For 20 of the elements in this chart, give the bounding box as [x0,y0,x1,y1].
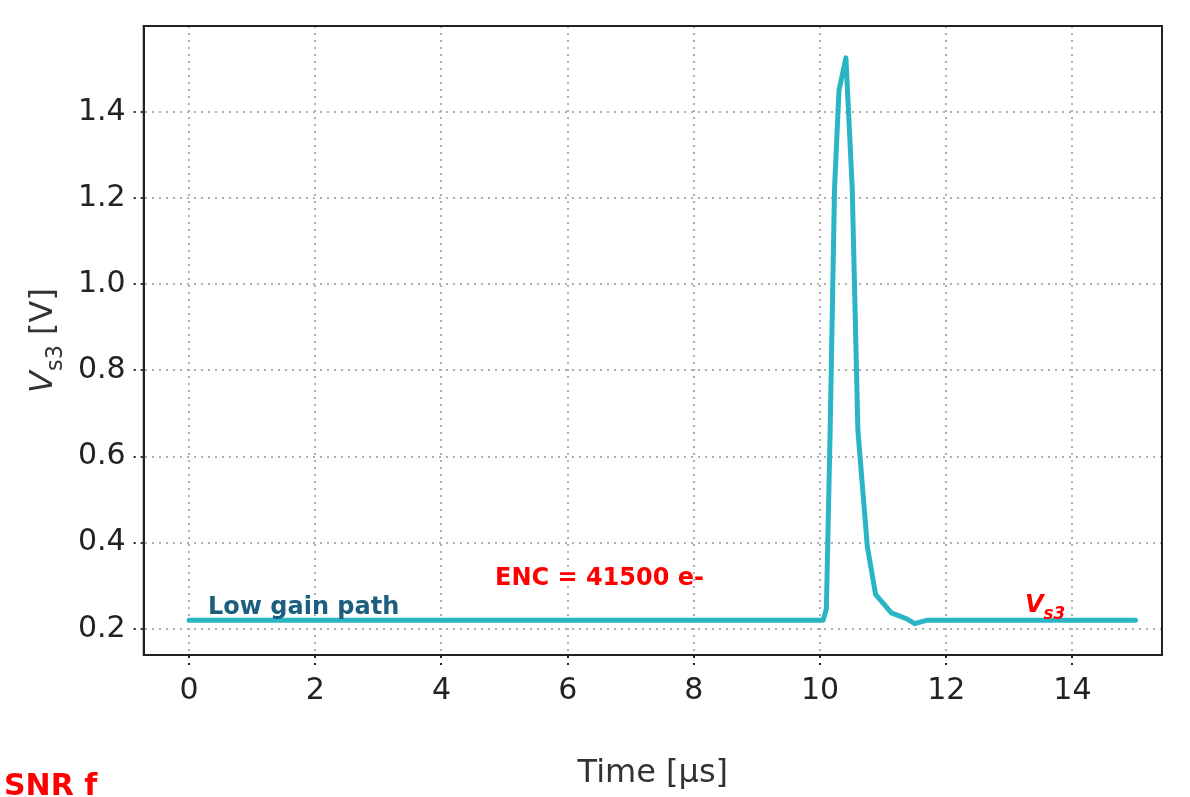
x-axis-title: Time [μs] [576,752,729,790]
x-tick-label: 2 [305,670,325,706]
x-tick-label: 14 [1053,670,1092,706]
y-tick-label: 0.4 [77,522,126,558]
y-tick-label: 0.8 [77,350,126,386]
y-tick-label: 0.2 [77,608,126,644]
annotation: Low gain path [208,592,400,620]
annotation: ENC = 41500 e- [495,563,705,591]
text: SNR f [4,767,99,797]
y-tick-label: 1.4 [77,91,126,127]
y-tick-label: 1.0 [77,264,126,300]
y-axis-title: Vs3 [V] [22,288,67,393]
x-tick-label: 0 [179,670,199,706]
x-tick-label: 4 [431,670,452,706]
x-tick-label: 10 [800,670,840,706]
x-tick-label: 12 [927,670,966,706]
y-tick-label: 0.6 [77,436,126,472]
x-tick-label: 8 [684,670,704,706]
x-tick-label: 6 [558,670,578,706]
y-tick-label: 1.2 [77,178,126,214]
